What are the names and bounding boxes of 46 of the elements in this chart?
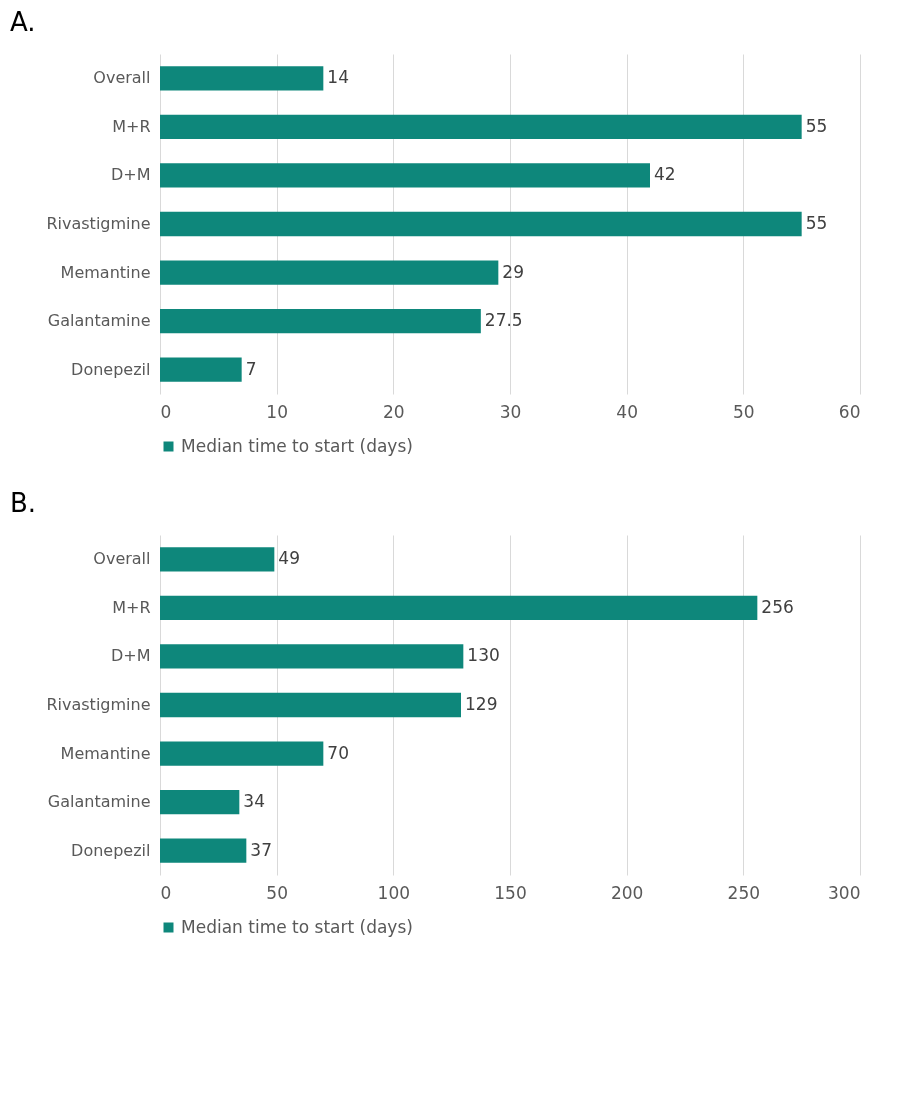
x-tick-label: 200	[610, 882, 644, 903]
y-tick-label: Galantamine	[47, 792, 151, 812]
data-label: 7	[245, 358, 257, 379]
chart-title: A.	[10, 7, 36, 37]
data-label: 70	[327, 742, 349, 763]
y-tick-label: D+M	[110, 165, 151, 185]
x-tick-label: 40	[616, 401, 638, 422]
x-tick-label: 250	[727, 882, 761, 903]
y-tick-label: Donepezil	[71, 840, 151, 860]
y-tick-label: M+R	[112, 597, 151, 617]
y-tick-label: Overall	[93, 68, 151, 88]
y-tick-label: M+R	[112, 116, 151, 136]
data-label: 55	[805, 115, 828, 136]
x-tick-label: 50	[266, 882, 288, 903]
x-tick-label: 0	[160, 401, 172, 422]
x-tick-label: 50	[733, 401, 755, 422]
y-tick-label: Rivastigmine	[46, 214, 151, 233]
x-tick-label: 60	[838, 401, 861, 422]
chart-title: B.	[10, 488, 37, 518]
y-tick-label: Rivastigmine	[46, 695, 151, 714]
data-label: 55	[805, 213, 828, 233]
x-tick-label: 0	[160, 882, 172, 903]
data-label: 14	[327, 67, 349, 88]
data-label: 29	[502, 261, 524, 282]
data-label: 34	[243, 791, 265, 812]
legend-label: Median time to start (days)	[181, 435, 413, 456]
legend-label: Median time to start (days)	[181, 916, 413, 937]
x-tick-label: 10	[266, 401, 288, 422]
y-tick-label: Memantine	[60, 743, 151, 763]
y-tick-label: Donepezil	[71, 359, 151, 379]
y-tick-label: Galantamine	[47, 311, 151, 331]
data-label: 130	[467, 645, 500, 666]
data-label: 129	[465, 694, 498, 714]
y-tick-label: Overall	[93, 549, 151, 569]
data-label: 49	[278, 548, 300, 569]
x-tick-label: 150	[494, 882, 527, 903]
data-label: 27.5	[484, 310, 523, 331]
x-tick-label: 300	[828, 882, 861, 903]
x-tick-label: 30	[499, 401, 522, 422]
data-label: 37	[250, 839, 272, 860]
y-tick-label: Memantine	[60, 262, 151, 282]
x-tick-label: 20	[383, 401, 405, 422]
data-label: 42	[654, 164, 676, 185]
y-tick-label: D+M	[110, 646, 151, 666]
data-label: 256	[761, 596, 794, 617]
x-tick-label: 100	[377, 882, 411, 903]
